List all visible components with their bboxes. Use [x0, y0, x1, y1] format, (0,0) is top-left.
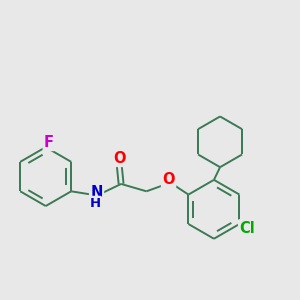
Text: O: O	[114, 151, 126, 166]
Text: F: F	[44, 135, 54, 150]
Text: N: N	[90, 185, 103, 200]
Text: H: H	[89, 197, 100, 210]
Text: Cl: Cl	[239, 220, 255, 236]
Text: O: O	[162, 172, 175, 188]
